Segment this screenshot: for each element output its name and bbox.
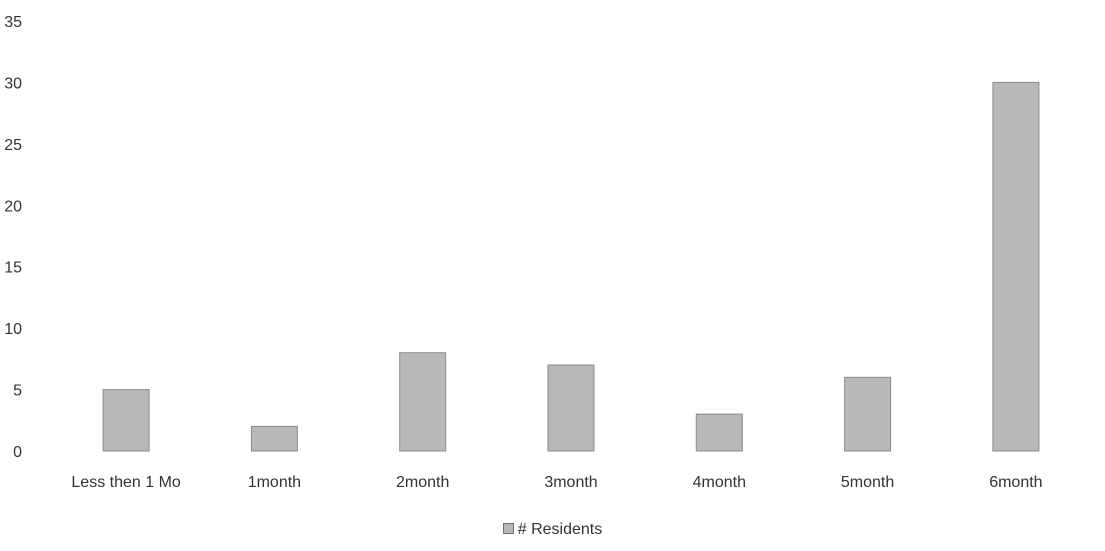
y-tick-label: 20 [4,198,22,215]
y-tick-label: 5 [13,383,22,400]
x-tick-label: 1month [248,474,301,491]
x-tick-label: 6month [989,474,1042,491]
y-tick-label: 0 [13,444,22,461]
bar-5 [844,376,892,452]
bar-1 [250,425,298,452]
y-tick-label: 10 [4,321,22,338]
y-tick-label: 35 [4,14,22,31]
bar-0 [102,389,150,452]
x-tick-label: 3month [544,474,597,491]
bars [102,81,1040,452]
y-tick-label: 25 [4,137,22,154]
x-tick-label: 2month [396,474,449,491]
bar-3 [547,364,595,452]
x-tick-label: Less then 1 Mo [71,474,181,491]
bar-6 [992,81,1040,452]
legend-label: # Residents [517,521,603,538]
bar-4 [695,413,743,452]
legend-swatch [502,523,514,534]
y-tick-label: 30 [4,75,22,92]
bar-2 [399,352,447,452]
y-axis: 0 5 10 15 20 25 30 35 [4,14,22,461]
bar-chart: 0 5 10 15 20 25 30 35 Less then 1 Mo 1month 2mont… [4,14,1042,491]
legend: # Residents [0,521,1105,539]
x-tick-label: 4month [693,474,746,491]
x-axis: Less then 1 Mo 1month 2month 3month 4month 5m… [71,474,1042,491]
y-tick-label: 15 [4,260,22,277]
x-tick-label: 5month [841,474,894,491]
